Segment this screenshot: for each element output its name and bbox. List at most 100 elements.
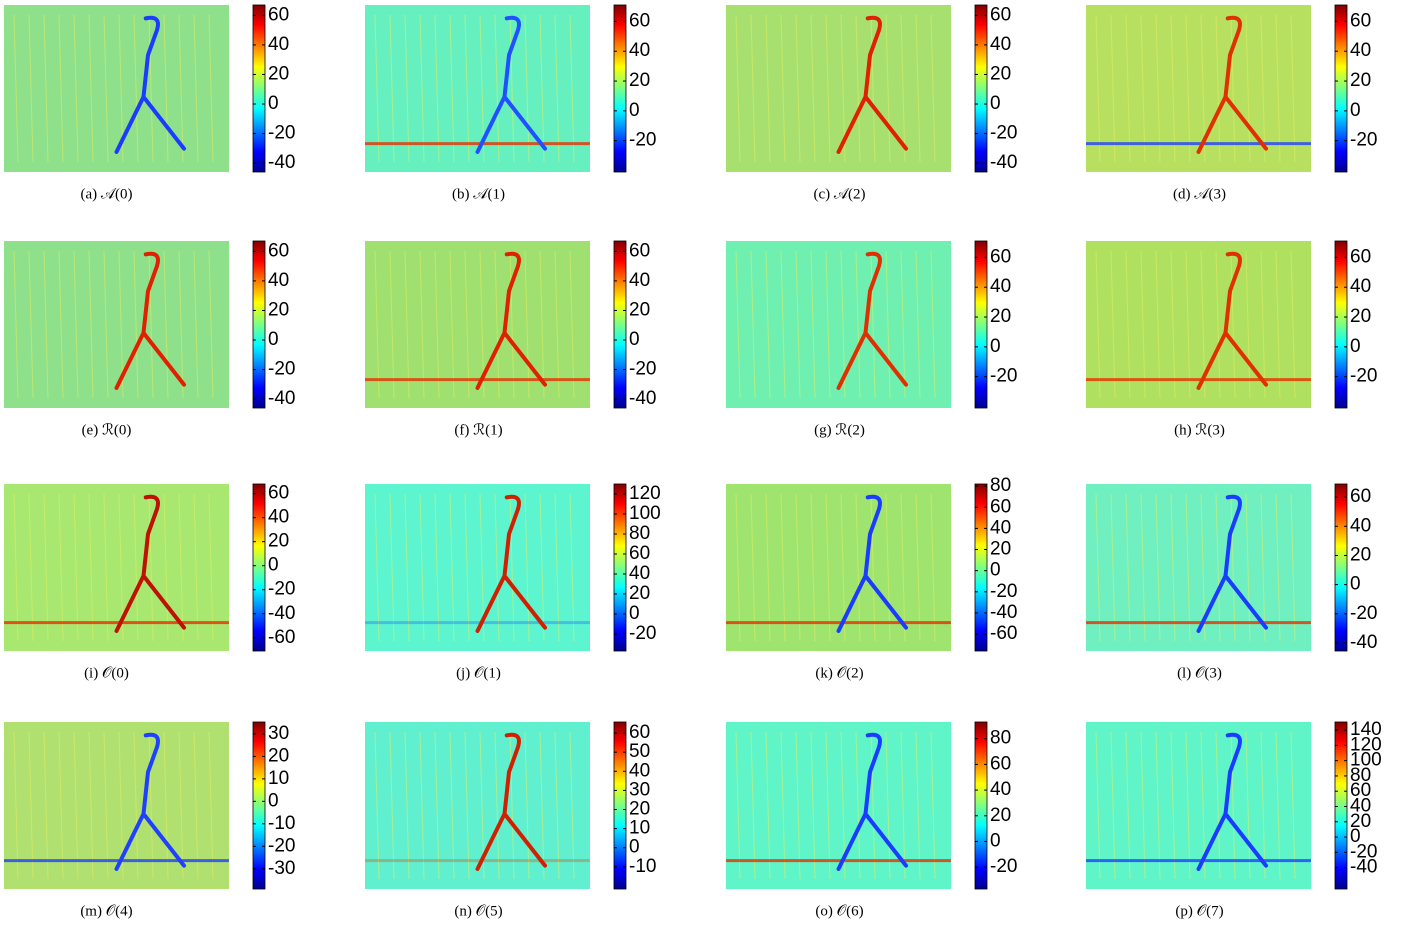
texture: [810, 731, 816, 880]
texture: [163, 14, 169, 163]
colorbar-tick-label: 0: [629, 837, 640, 858]
texture: [148, 14, 154, 163]
walker: [836, 251, 908, 390]
colorbar-tick-label: 30: [268, 723, 289, 744]
colorbar-tick-label: 20: [1350, 811, 1371, 832]
texture: [795, 14, 801, 163]
texture: [915, 250, 921, 399]
texture: [810, 493, 816, 642]
colorbar-tick-label: -20: [268, 835, 295, 856]
colorbar-tick-label: 60: [990, 4, 1011, 25]
caption: (p) 𝒪(7): [1175, 903, 1223, 919]
texture: [404, 14, 410, 163]
texture: [1275, 250, 1281, 399]
caption: (i) 𝒪(0): [84, 665, 129, 681]
panel: 60 40 20 0 -20 -40 (e) ℛ(0): [4, 240, 295, 438]
colorbar-tick-label: -10: [268, 813, 295, 834]
texture: [1185, 250, 1191, 399]
texture: [73, 14, 79, 163]
colorbar-tick-label: 20: [990, 63, 1011, 84]
caption: (c) 𝒜(2): [813, 186, 865, 202]
panel: 60 40 20 0 -20 -40 (c) 𝒜(2): [726, 4, 1017, 202]
texture: [464, 250, 470, 399]
texture: [1125, 14, 1131, 163]
texture: [374, 14, 380, 163]
colorbar: [974, 483, 988, 652]
texture: [43, 731, 49, 880]
colorbar-tick-label: -20: [268, 359, 295, 380]
colorbar-tick-label: 50: [629, 741, 650, 762]
texture: [449, 493, 455, 642]
colorbar-tick-label: 60: [990, 246, 1011, 267]
colorbar-tick-label: 60: [1350, 486, 1371, 507]
texture: [374, 493, 380, 642]
texture: [73, 250, 79, 399]
texture: [494, 493, 500, 642]
texture: [554, 493, 560, 642]
texture: [569, 731, 575, 880]
colorbar-tick-label: 60: [629, 722, 650, 743]
colorbar-tick-label: 0: [268, 790, 279, 811]
texture: [1125, 250, 1131, 399]
texture: [930, 14, 936, 163]
panel: 80 60 40 20 0 -20 (o) 𝒪(6): [726, 721, 1017, 919]
texture: [1140, 493, 1146, 642]
colorbar-tick-label: 40: [1350, 515, 1371, 536]
texture: [1260, 493, 1266, 642]
colorbar-tick-label: 20: [629, 70, 650, 91]
texture: [750, 731, 756, 880]
texture: [900, 250, 906, 399]
colorbar-tick-label: 60: [268, 240, 289, 261]
texture: [1230, 731, 1236, 880]
walker: [1196, 15, 1268, 154]
colorbar-tick-label: 40: [268, 507, 289, 528]
texture: [419, 493, 425, 642]
colorbar: [252, 4, 266, 173]
colorbar-tick-label: 40: [268, 270, 289, 291]
texture: [795, 493, 801, 642]
texture: [930, 731, 936, 880]
texture: [1215, 493, 1221, 642]
colorbar-tick-label: 40: [1350, 796, 1371, 817]
colorbar-tick-label: 40: [990, 34, 1011, 55]
walker: [475, 494, 547, 633]
colorbar-tick-label: 10: [268, 768, 289, 789]
texture: [434, 731, 440, 880]
heatmap: [365, 484, 590, 651]
texture: [780, 14, 786, 163]
texture: [1155, 731, 1161, 880]
texture: [208, 493, 214, 642]
colorbar-tick-label: 60: [1350, 10, 1371, 31]
texture: [509, 493, 515, 642]
texture: [464, 493, 470, 642]
heatmap: [726, 241, 951, 408]
texture: [855, 731, 861, 880]
texture: [178, 250, 184, 399]
texture: [1170, 14, 1176, 163]
colorbar: [252, 483, 266, 652]
heatmap: [365, 241, 590, 408]
colorbar-tick-label: -40: [990, 602, 1017, 623]
texture: [1215, 14, 1221, 163]
texture: [43, 250, 49, 399]
texture: [509, 250, 515, 399]
texture: [389, 14, 395, 163]
colorbar-tick-label: -60: [990, 623, 1017, 644]
texture: [449, 14, 455, 163]
texture: [374, 250, 380, 399]
caption: (g) ℛ(2): [814, 422, 865, 438]
colorbar-tick-label: 60: [629, 543, 650, 564]
colorbar-tick-label: 40: [1350, 40, 1371, 61]
colorbar-tick-label: 20: [1350, 544, 1371, 565]
texture: [1245, 250, 1251, 399]
panel: 60 40 20 0 -20 -40 (a) 𝒜(0): [4, 4, 295, 202]
texture: [58, 14, 64, 163]
heatmap: [1086, 722, 1311, 889]
panel: 60 40 20 0 -20 (h) ℛ(3): [1086, 240, 1377, 438]
walker: [836, 732, 908, 871]
texture: [1095, 14, 1101, 163]
colorbar: [974, 240, 988, 409]
colorbar: [974, 721, 988, 890]
panel: 60 40 20 0 -20 -40 (l) 𝒪(3): [1086, 483, 1377, 681]
texture: [1230, 250, 1236, 399]
